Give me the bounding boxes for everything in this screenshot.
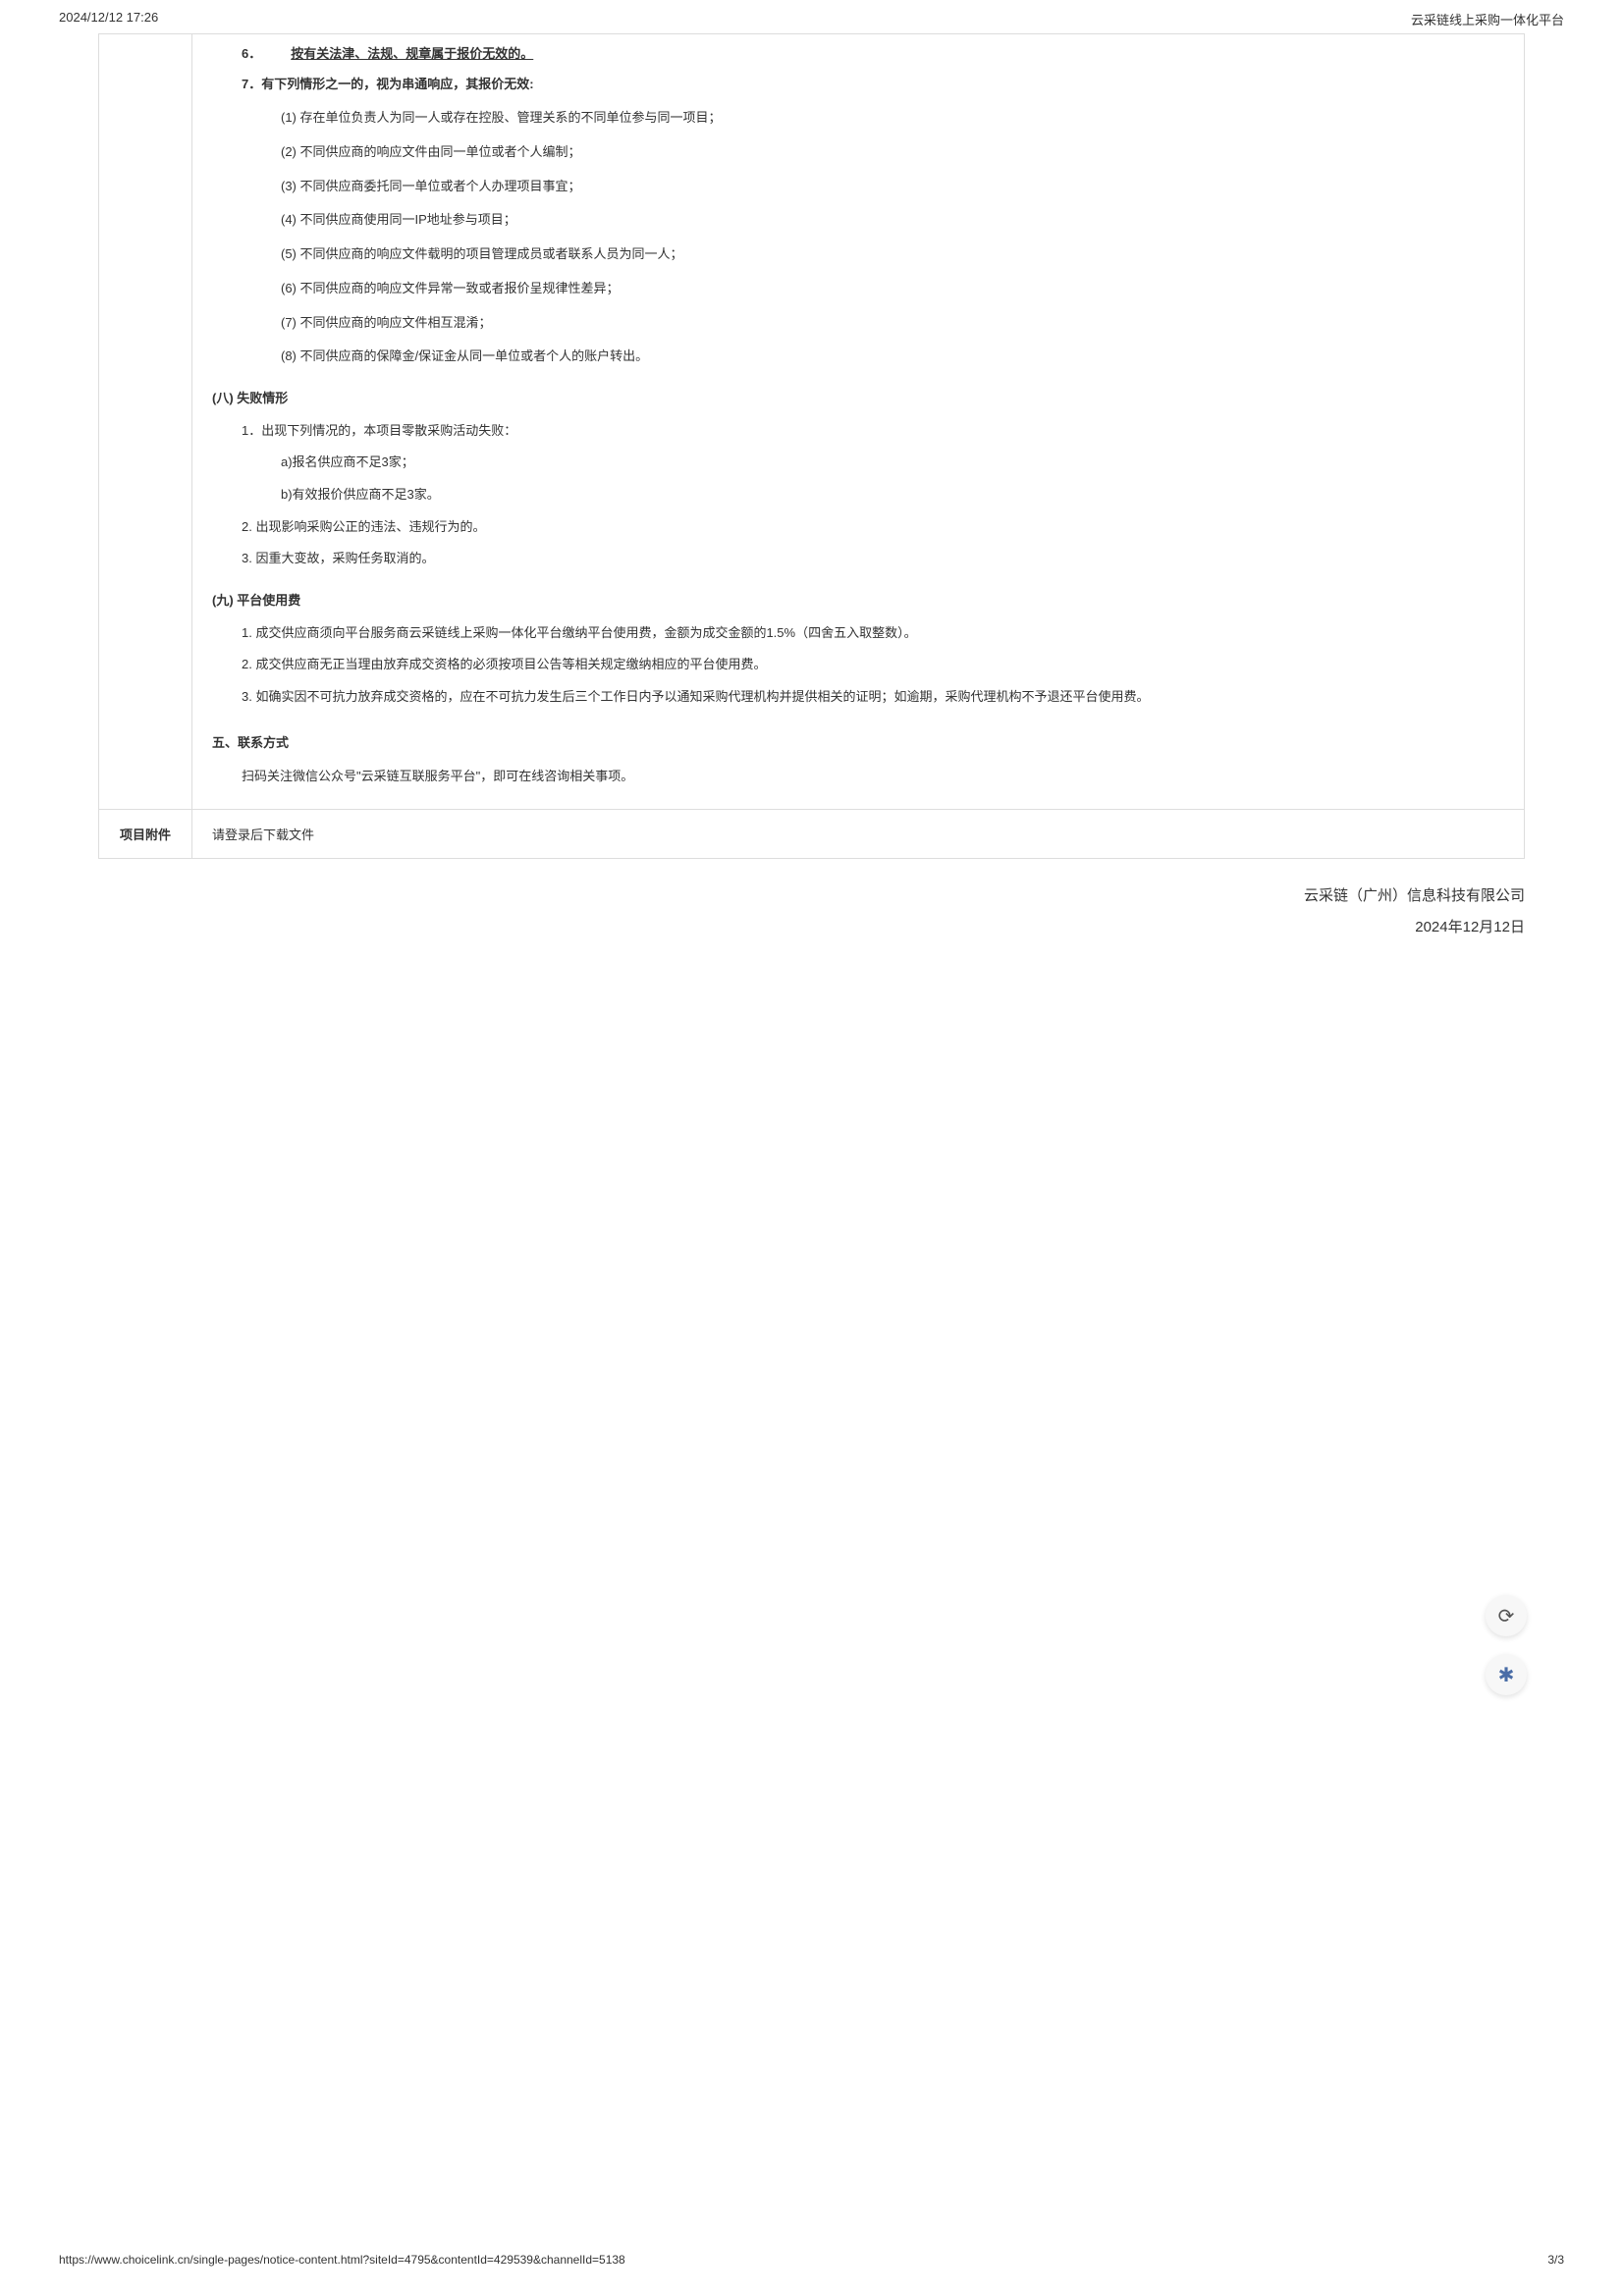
section-8-item3: 3. 因重大变故，采购任务取消的。 [242, 547, 1504, 571]
attachment-row: 项目附件 请登录后下载文件 [99, 809, 1524, 858]
network-icon[interactable]: ✱ [1486, 1654, 1527, 1695]
footer-page-number: 3/3 [1547, 2253, 1564, 2267]
sub-item-list: (1) 存在单位负责人为同一人或存在控股、管理关系的不同单位参与同一项目； (2… [281, 106, 1504, 369]
main-content-box: 6． 按有关法津、法规、规章属于报价无效的。 7．有下列情形之一的，视为串通响应，… [98, 33, 1525, 859]
section-8-sub-a: a)报名供应商不足3家； [281, 451, 1504, 475]
sub-item: (6) 不同供应商的响应文件异常一致或者报价呈规律性差异； [281, 277, 1504, 301]
sub-item: (2) 不同供应商的响应文件由同一单位或者个人编制； [281, 140, 1504, 165]
signature-date: 2024年12月12日 [0, 912, 1525, 943]
signature-block: 云采链（广州）信息科技有限公司 2024年12月12日 [0, 881, 1525, 942]
list-item-7: 7．有下列情形之一的，视为串通响应，其报价无效: [242, 73, 1504, 97]
item6-prefix: 6． [242, 46, 261, 61]
sub-item: (8) 不同供应商的保障金/保证金从同一单位或者个人的账户转出。 [281, 345, 1504, 369]
sub-item: (3) 不同供应商委托同一单位或者个人办理项目事宜； [281, 175, 1504, 199]
page-header: 2024/12/12 17:26 云采链线上采购一体化平台 [0, 0, 1623, 33]
sub-item: (1) 存在单位负责人为同一人或存在控股、管理关系的不同单位参与同一项目； [281, 106, 1504, 131]
attachment-value[interactable]: 请登录后下载文件 [192, 810, 1524, 858]
left-column-blank [99, 34, 192, 809]
section-5-content: 扫码关注微信公众号"云采链互联服务平台"，即可在线咨询相关事项。 [242, 765, 1504, 789]
timestamp: 2024/12/12 17:26 [59, 10, 158, 28]
refresh-icon[interactable]: ⟳ [1486, 1595, 1527, 1636]
floating-toolbar: ⟳ ✱ [1486, 1595, 1527, 1695]
platform-title: 云采链线上采购一体化平台 [1411, 10, 1564, 28]
page-footer: https://www.choicelink.cn/single-pages/n… [59, 2253, 1564, 2267]
section-9-item2: 2. 成交供应商无正当理由放弃成交资格的必须按项目公告等相关规定缴纳相应的平台使… [242, 653, 1504, 677]
section-8-sub-b: b)有效报价供应商不足3家。 [281, 483, 1504, 507]
footer-url: https://www.choicelink.cn/single-pages/n… [59, 2253, 625, 2267]
section-8-item1: 1．出现下列情况的，本项目零散采购活动失败： [242, 419, 1504, 444]
document-body: 6． 按有关法津、法规、规章属于报价无效的。 7．有下列情形之一的，视为串通响应，… [192, 34, 1524, 809]
item6-text: 按有关法津、法规、规章属于报价无效的。 [291, 46, 533, 61]
sub-item: (7) 不同供应商的响应文件相互混淆； [281, 311, 1504, 336]
list-item-6: 6． 按有关法津、法规、规章属于报价无效的。 [212, 42, 1504, 67]
section-9-item1: 1. 成交供应商须向平台服务商云采链线上采购一体化平台缴纳平台使用费，金额为成交… [242, 621, 1504, 646]
section-9-item3: 3. 如确实因不可抗力放弃成交资格的，应在不可抗力发生后三个工作日内予以通知采购… [242, 685, 1504, 710]
sub-item: (4) 不同供应商使用同一IP地址参与项目； [281, 208, 1504, 233]
sub-item: (5) 不同供应商的响应文件载明的项目管理成员或者联系人员为同一人； [281, 242, 1504, 267]
section-8-heading: (八) 失败情形 [212, 387, 1504, 411]
signature-company: 云采链（广州）信息科技有限公司 [0, 881, 1525, 912]
attachment-label: 项目附件 [99, 810, 192, 858]
section-5-heading: 五、联系方式 [212, 731, 1504, 756]
section-9-heading: (九) 平台使用费 [212, 589, 1504, 614]
section-8-item2: 2. 出现影响采购公正的违法、违规行为的。 [242, 515, 1504, 540]
